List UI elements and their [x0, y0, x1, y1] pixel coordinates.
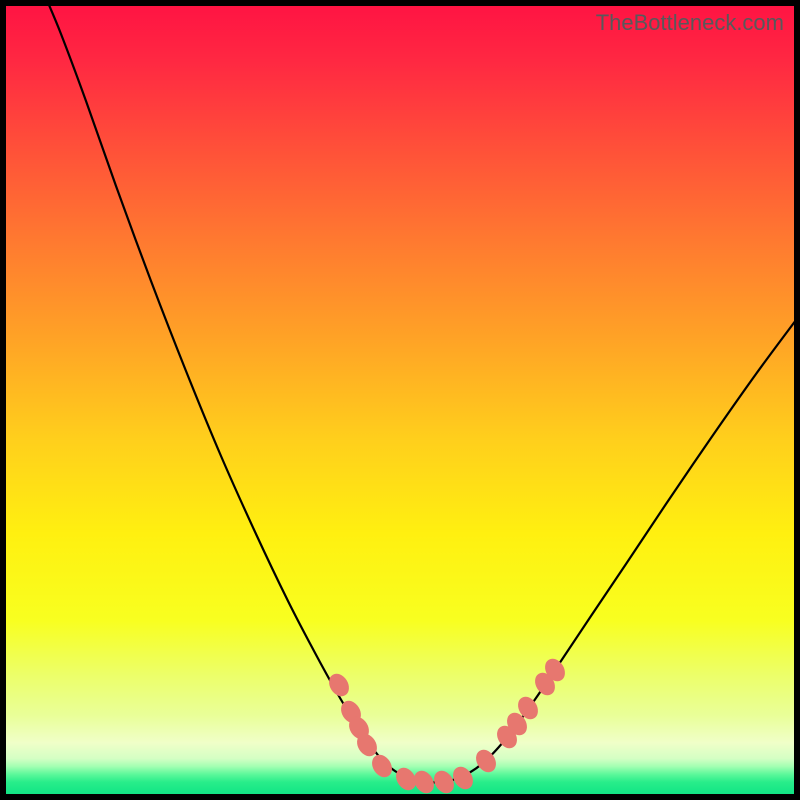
chart-frame: TheBottleneck.com [0, 0, 800, 800]
watermark-text: TheBottleneck.com [596, 10, 784, 36]
bottleneck-chart [6, 6, 794, 794]
chart-background [6, 6, 794, 794]
